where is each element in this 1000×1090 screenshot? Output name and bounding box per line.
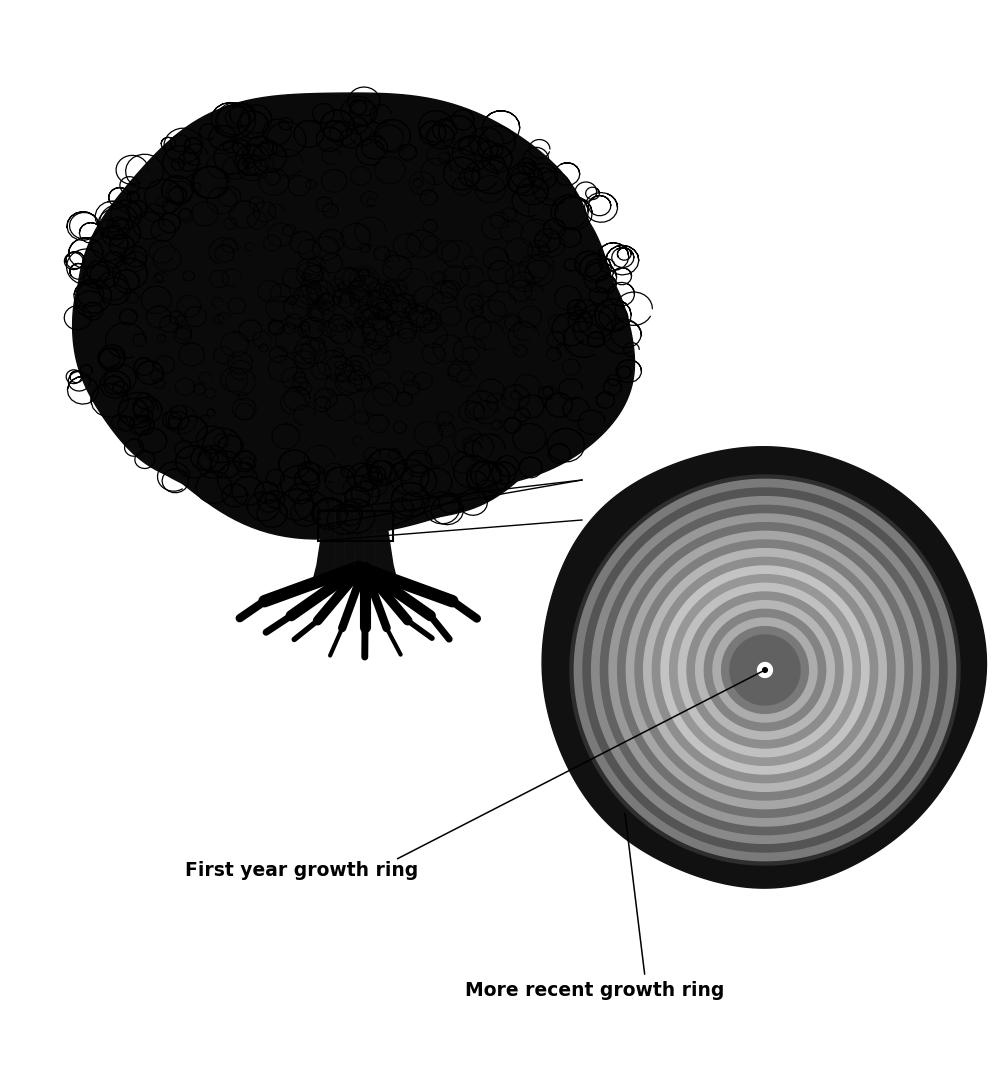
Polygon shape [652, 557, 878, 783]
Polygon shape [678, 583, 852, 756]
Text: First year growth ring: First year growth ring [185, 860, 418, 880]
Polygon shape [713, 618, 817, 722]
Polygon shape [106, 105, 519, 486]
Polygon shape [134, 204, 599, 535]
Polygon shape [542, 447, 986, 888]
Polygon shape [114, 261, 459, 513]
Polygon shape [592, 497, 938, 844]
Polygon shape [670, 574, 860, 765]
Polygon shape [81, 215, 344, 439]
Polygon shape [661, 566, 869, 774]
Polygon shape [214, 253, 575, 525]
Polygon shape [600, 506, 930, 835]
Polygon shape [626, 531, 904, 809]
Polygon shape [696, 601, 834, 739]
Polygon shape [316, 155, 596, 395]
Polygon shape [618, 523, 912, 818]
Polygon shape [102, 171, 412, 378]
Bar [318, 511, 393, 541]
Polygon shape [635, 540, 895, 800]
Polygon shape [609, 514, 921, 826]
Polygon shape [687, 592, 843, 748]
Polygon shape [73, 189, 466, 487]
Polygon shape [348, 228, 625, 431]
Polygon shape [583, 488, 947, 852]
Polygon shape [739, 644, 791, 697]
Polygon shape [144, 100, 531, 341]
Polygon shape [183, 137, 625, 486]
Polygon shape [77, 93, 593, 538]
Polygon shape [704, 609, 826, 730]
Polygon shape [730, 634, 800, 705]
Polygon shape [574, 480, 956, 861]
Polygon shape [763, 668, 767, 673]
Text: More recent growth ring: More recent growth ring [465, 981, 725, 1000]
Polygon shape [756, 662, 774, 679]
Polygon shape [722, 627, 808, 713]
Polygon shape [313, 480, 397, 580]
Polygon shape [224, 114, 554, 360]
Polygon shape [748, 653, 782, 688]
Polygon shape [570, 475, 960, 865]
Polygon shape [730, 635, 800, 704]
Polygon shape [644, 548, 886, 791]
Polygon shape [238, 202, 634, 497]
Polygon shape [142, 109, 485, 377]
Polygon shape [758, 663, 772, 677]
